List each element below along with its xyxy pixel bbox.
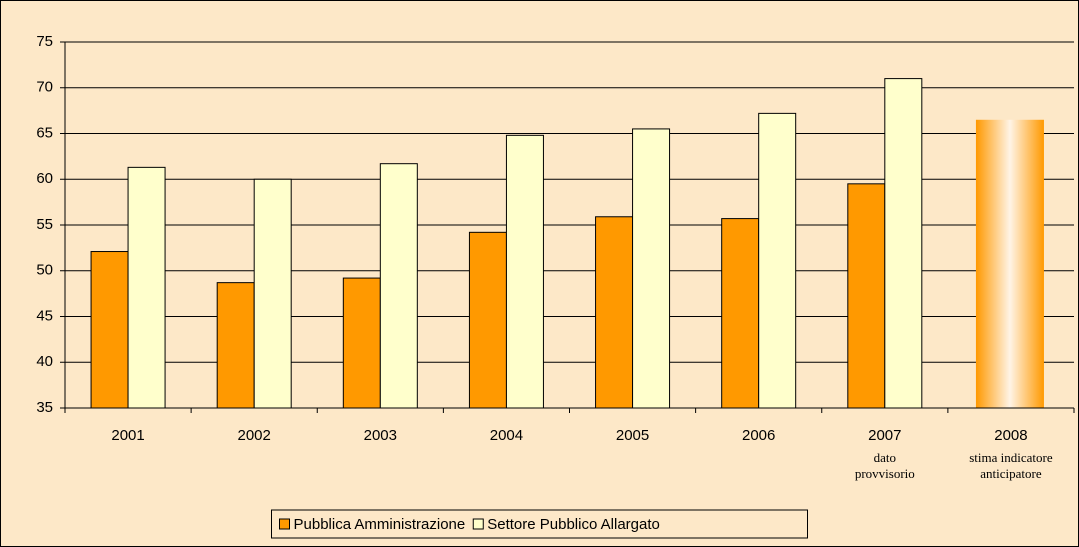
x-tick-label: 2001: [111, 427, 144, 444]
bar: [884, 78, 923, 409]
bar: [721, 218, 760, 409]
y-tick-label: 65: [36, 124, 53, 141]
bar: [379, 163, 418, 409]
bar: [253, 178, 292, 409]
bar: [216, 282, 255, 409]
bar: [975, 119, 1044, 409]
y-tick-label: 60: [36, 170, 53, 187]
category-note: stima indicatore anticipatore: [969, 450, 1053, 481]
bar: [127, 166, 166, 409]
y-tick-label: 70: [36, 79, 53, 96]
y-tick-label: 55: [36, 216, 53, 233]
bar: [758, 112, 797, 409]
y-tick-label: 40: [36, 353, 53, 370]
legend-label: Settore Pubblico Allargato: [487, 516, 660, 533]
bar: [90, 251, 129, 409]
y-tick-label: 50: [36, 262, 53, 279]
bar: [342, 277, 381, 409]
y-tick-label: 45: [36, 307, 53, 324]
legend-swatch: [472, 518, 484, 530]
legend-swatch: [279, 518, 290, 530]
bar: [595, 216, 634, 409]
bar: [468, 231, 507, 409]
bar: [847, 183, 886, 409]
legend-label: Pubblica Amministrazione: [294, 516, 466, 533]
x-tick-label: 2005: [616, 427, 649, 444]
legend-box: [271, 509, 808, 539]
x-tick-label: 2007: [868, 427, 901, 444]
bar: [632, 128, 671, 409]
y-tick-label: 75: [36, 33, 53, 50]
x-tick-label: 2008: [994, 427, 1027, 444]
x-tick-label: 2004: [490, 427, 523, 444]
y-tick-label: 35: [36, 399, 53, 416]
x-tick-label: 2006: [742, 427, 775, 444]
category-note: dato provvisorio: [854, 450, 915, 481]
x-tick-label: 2002: [238, 427, 271, 444]
bar: [505, 134, 544, 409]
x-tick-label: 2003: [364, 427, 397, 444]
